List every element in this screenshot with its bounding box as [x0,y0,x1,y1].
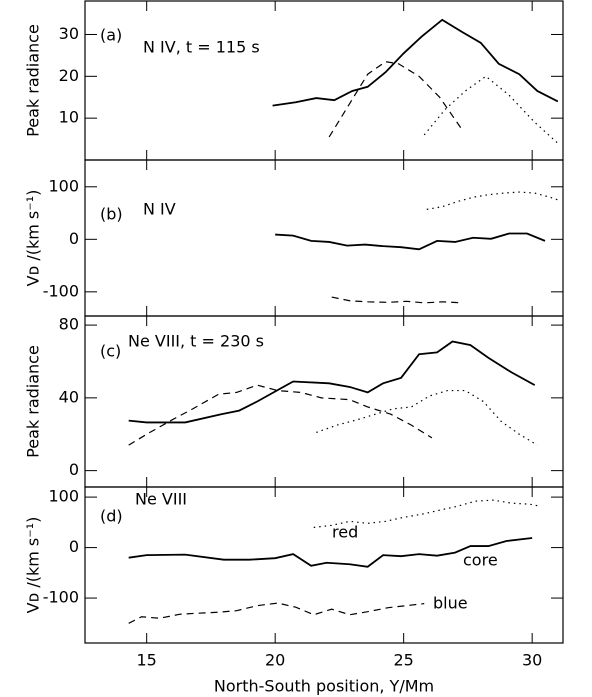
data-line [331,296,463,304]
series-label: core [463,551,498,570]
annotation: N IV, t = 115 s [143,38,260,57]
data-line [316,389,538,446]
data-line [128,340,536,424]
y-tick-label: 100 [48,487,79,506]
data-line [423,75,559,144]
data-line [275,232,546,251]
panel-label: (c) [100,342,121,361]
x-tick-label: 20 [265,651,285,670]
annotation: Ne VIII, t = 230 s [128,332,264,351]
y-tick-label: 100 [48,176,79,195]
y-tick-label: 30 [59,24,79,43]
data-line [272,18,559,107]
series-label: blue [433,594,468,613]
y-tick-label: 0 [69,229,79,248]
series-label: red [332,523,358,542]
data-line [328,61,464,138]
y-tick-label: -100 [43,281,79,300]
y-axis-label: Peak radiance [24,24,43,137]
x-tick-label: 30 [522,651,542,670]
panel-frame [84,0,564,161]
y-tick-label: 80 [59,315,79,334]
y-tick-label: 0 [69,460,79,479]
panel-label: (d) [100,507,123,526]
x-tick-label: 25 [393,651,413,670]
y-tick-label: 0 [69,537,79,556]
y-tick-label: 40 [59,387,79,406]
data-line [128,602,425,624]
panel-label: (b) [100,205,123,224]
y-tick-label: 10 [59,108,79,127]
y-tick-label: -100 [43,588,79,607]
y-axis-label: Vᴅ /(km s⁻¹) [24,517,43,614]
data-line [128,537,533,568]
y-axis-label: Vᴅ /(km s⁻¹) [24,190,43,287]
panel-frame [84,486,564,644]
data-line [313,499,540,528]
y-axis-label: Peak radiance [24,345,43,458]
y-tick-label: 20 [59,66,79,85]
panel-label: (a) [100,26,122,45]
data-line [426,191,559,210]
annotation: Ne VIII [135,490,187,509]
x-axis-label: North-South position, Y/Mm [214,677,434,696]
data-line [128,384,433,446]
annotation: N IV [143,200,176,219]
x-tick-label: 15 [136,651,156,670]
